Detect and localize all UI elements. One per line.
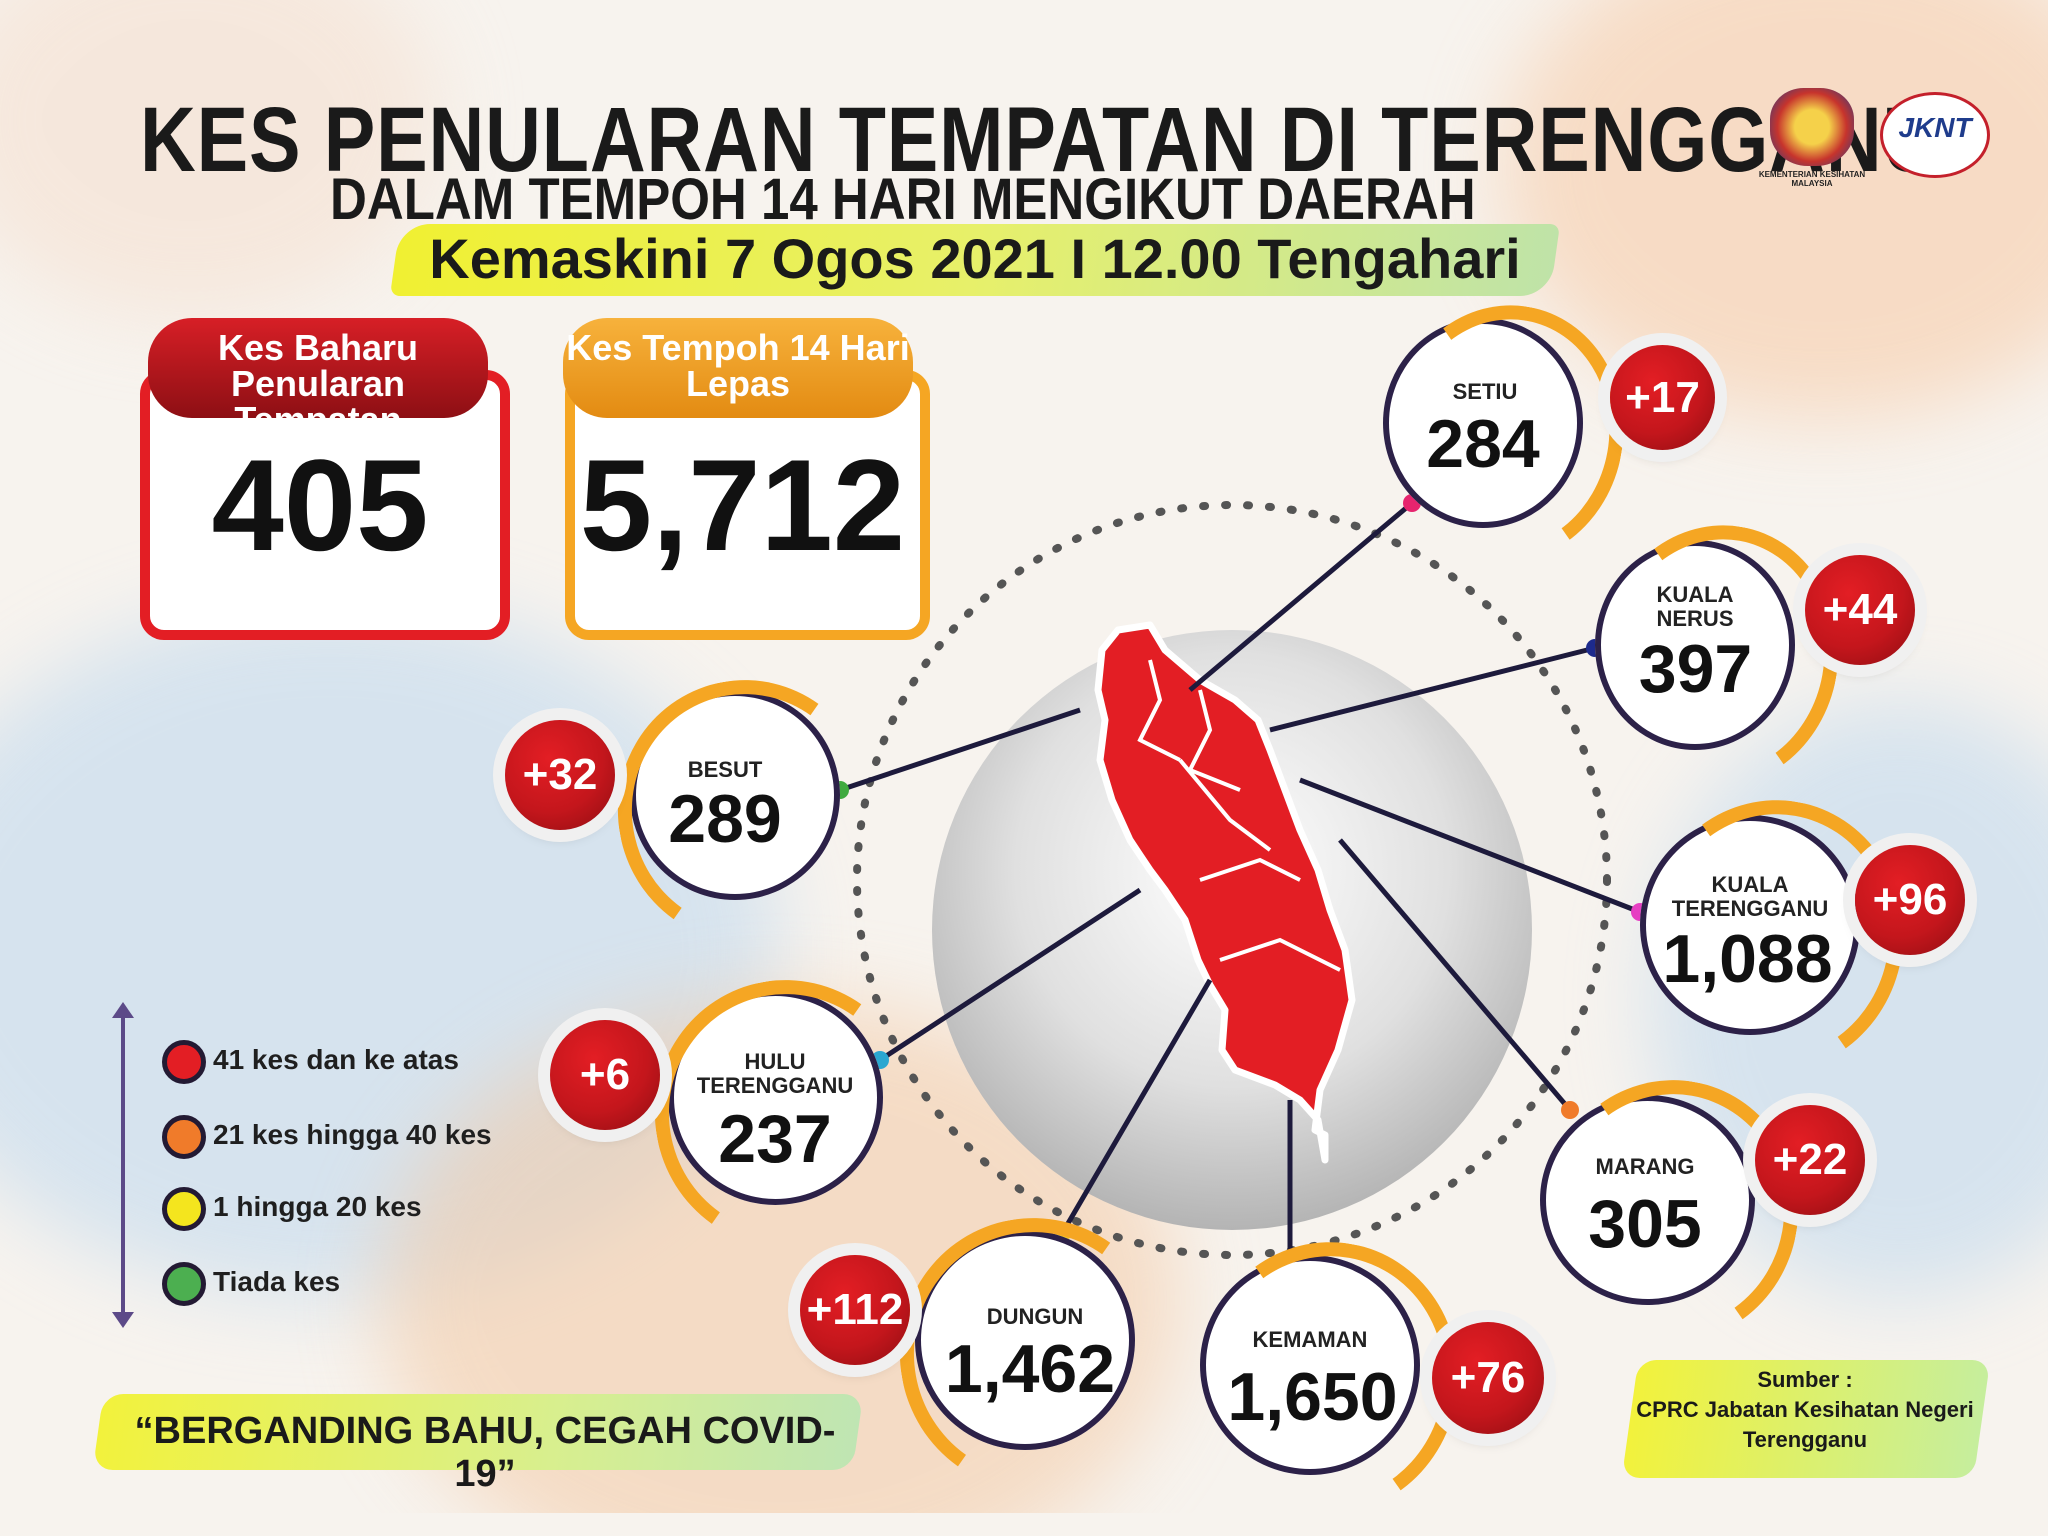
jknt-logo-text: JKNT bbox=[1898, 112, 1972, 143]
legend-label: 21 kes hingga 40 kes bbox=[213, 1119, 492, 1150]
legend-dot-orange-icon bbox=[162, 1115, 206, 1159]
district-new-badge: +17 bbox=[1610, 345, 1715, 450]
district-total: 397 bbox=[1638, 631, 1753, 707]
new-cases-label: Kes Baharu Penularan Tempatan bbox=[148, 318, 488, 438]
district-total: 1,088 bbox=[1662, 921, 1833, 997]
district-total: 1,650 bbox=[1227, 1359, 1398, 1435]
district-new-badge: +22 bbox=[1755, 1105, 1865, 1215]
district-total: 289 bbox=[668, 781, 782, 857]
district-new-badge: +6 bbox=[550, 1020, 660, 1130]
district-new-badge: +112 bbox=[800, 1255, 910, 1365]
district-name: SETIU bbox=[1452, 379, 1518, 404]
district-total: 237 bbox=[718, 1101, 832, 1177]
legend-up-arrow-icon bbox=[112, 1002, 134, 1018]
ministry-logo-caption: KEMENTERIAN KESIHATAN MALAYSIA bbox=[1758, 170, 1866, 188]
update-timestamp: Kemaskini 7 Ogos 2021 I 12.00 Tengahari bbox=[429, 227, 1521, 290]
district-total: 305 bbox=[1588, 1186, 1702, 1262]
district-new-badge: +44 bbox=[1805, 555, 1915, 665]
district-new-badge: +76 bbox=[1432, 1322, 1544, 1434]
district-name: BESUT bbox=[687, 757, 763, 782]
legend-dot-red-icon bbox=[162, 1040, 206, 1084]
district-new-badge: +32 bbox=[505, 720, 615, 830]
district-name: MARANG bbox=[1595, 1154, 1695, 1179]
district-name: HULU TERENGGANU bbox=[696, 1049, 854, 1098]
jknt-logo-icon bbox=[1880, 92, 1990, 178]
district-name: DUNGUN bbox=[986, 1304, 1084, 1329]
district-total: 1,462 bbox=[944, 1331, 1116, 1407]
legend-axis bbox=[121, 1012, 125, 1314]
ministry-logo-icon bbox=[1770, 88, 1854, 166]
district-name: KUALA NERUS bbox=[1656, 582, 1734, 631]
period-cases-value: 5,712 bbox=[579, 432, 906, 578]
legend-label: Tiada kes bbox=[213, 1266, 341, 1297]
dotted-ring bbox=[853, 501, 1611, 1259]
legend-dot-yellow-icon bbox=[162, 1187, 206, 1231]
terengganu-map bbox=[1094, 621, 1356, 1164]
source-label: Sumber : bbox=[1757, 1367, 1853, 1392]
new-cases-value: 405 bbox=[211, 432, 429, 578]
district-total: 284 bbox=[1426, 406, 1540, 482]
district-new-badge: +96 bbox=[1855, 845, 1965, 955]
source-text: CPRC Jabatan Kesihatan Negeri Terengganu bbox=[1636, 1397, 1974, 1452]
period-cases-label: Kes Tempoh 14 Hari Lepas bbox=[563, 318, 913, 418]
source-block: Sumber : CPRC Jabatan Kesihatan Negeri T… bbox=[1620, 1365, 1990, 1455]
district-name: KEMAMAN bbox=[1252, 1327, 1368, 1352]
legend-down-arrow-icon bbox=[112, 1312, 134, 1328]
legend-label: 41 kes dan ke atas bbox=[213, 1044, 459, 1075]
district-name: KUALA TERENGGANU bbox=[1671, 872, 1829, 921]
title-line-2: DALAM TEMPOH 14 HARI MENGIKUT DAERAH bbox=[330, 167, 1476, 232]
legend-dot-green-icon bbox=[162, 1262, 206, 1306]
legend-label: 1 hingga 20 kes bbox=[213, 1191, 422, 1222]
motto-text: “BERGANDING BAHU, CEGAH COVID-19” bbox=[134, 1410, 836, 1495]
